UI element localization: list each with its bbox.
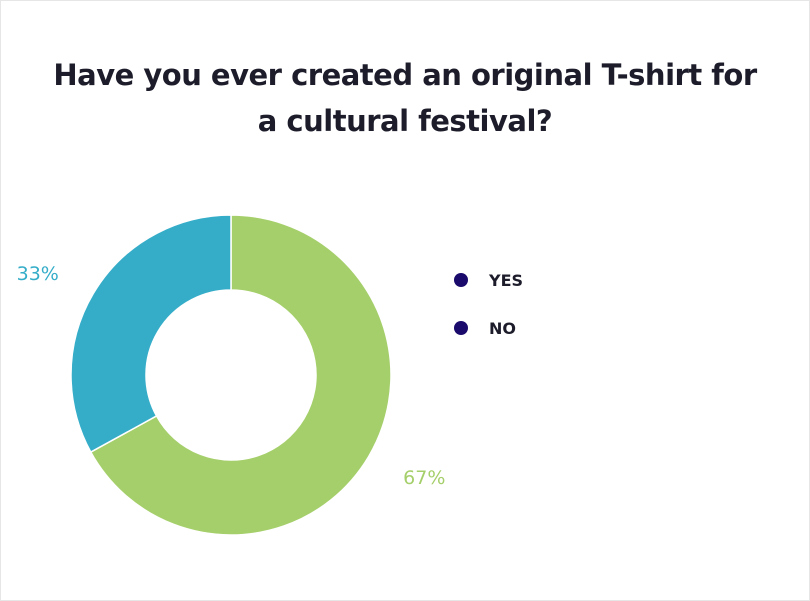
legend: YES NO <box>454 268 523 364</box>
chart-title: Have you ever created an original T-shir… <box>0 52 810 144</box>
legend-item-yes[interactable]: YES <box>454 268 523 292</box>
title-line-1: Have you ever created an original T-shir… <box>53 58 757 92</box>
legend-label: NO <box>489 318 516 338</box>
legend-label: YES <box>489 270 524 290</box>
legend-item-no[interactable]: NO <box>454 316 523 340</box>
title-line-2: a cultural festival? <box>257 104 553 138</box>
slice-yes <box>89 214 392 536</box>
legend-dot-icon <box>454 273 468 287</box>
legend-dot-icon <box>454 321 468 335</box>
data-label-yes: 67% <box>403 467 445 489</box>
slice-no <box>70 214 232 454</box>
data-label-no: 33% <box>17 263 59 285</box>
